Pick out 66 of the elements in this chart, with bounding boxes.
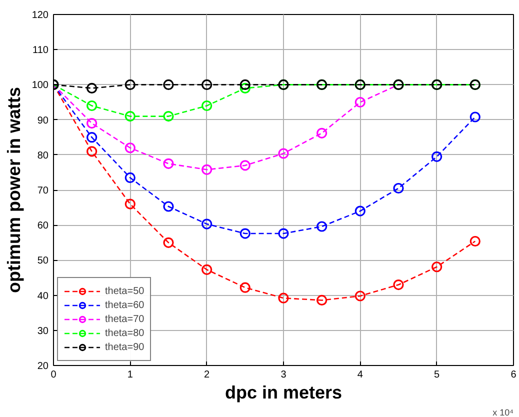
point [86,82,98,94]
x-tick-label: 4 [357,370,364,380]
y-tick-label: 70 [37,186,49,196]
y-tick-label: 90 [37,115,49,126]
text: x 10⁴ [492,408,514,417]
y-tick-label: 30 [37,326,49,337]
point [393,279,404,290]
point [86,100,98,112]
point [163,237,174,248]
point [202,79,212,90]
point [86,132,98,143]
point [432,151,442,162]
point [86,146,98,157]
point [278,148,289,159]
y-tick-label: 110 [32,45,49,56]
point [202,218,212,230]
legend-label: theta=60 [105,298,144,312]
point [202,164,212,175]
point [163,158,174,169]
point [124,111,136,122]
point [240,282,250,293]
point [240,82,250,94]
point [240,228,250,239]
point [354,206,366,216]
y-tick-label: 40 [37,290,49,302]
x-tick-label: 1 [127,370,134,380]
point [163,111,174,122]
y-tick-label: 50 [37,256,49,267]
point [202,264,212,275]
point [124,142,136,154]
legend-label: theta=50 [105,284,144,298]
point [432,262,442,272]
point [124,79,136,90]
point [470,236,480,247]
x-tick-label: 2 [204,370,210,380]
legend-label: theta=70 [105,312,144,326]
point [163,79,174,90]
y-tick-label: 120 [32,10,49,21]
y-axis-title: optimum power in watts [4,86,24,294]
point [354,290,366,302]
point [124,172,136,184]
point [393,182,404,194]
point [240,160,250,171]
point [316,294,328,306]
x-tick-label: 3 [280,370,287,380]
point [354,96,366,108]
y-tick-label: 60 [37,220,49,232]
point [86,118,98,129]
x-tick-label: 0 [50,370,57,380]
x-axis-title: dpc in meters [224,382,342,402]
y-tick-label: 80 [37,150,49,162]
point [163,201,174,212]
point [202,100,212,112]
point [278,228,289,239]
point [316,221,328,232]
legend-label: theta=90 [105,340,144,354]
x-tick-label: 5 [434,370,440,380]
y-tick-label: 20 [37,361,49,372]
y-tick-label: 100 [32,80,49,92]
point [278,292,289,304]
point [240,79,250,90]
x-tick-label: 6 [510,370,517,380]
legend-label: theta=80 [105,326,144,340]
point [124,198,136,210]
point [470,112,480,122]
point [316,128,328,138]
